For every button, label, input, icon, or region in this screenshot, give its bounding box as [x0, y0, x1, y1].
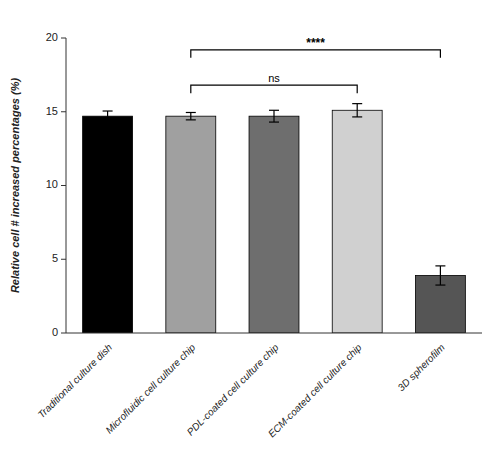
chart: 0 5 10 15 20 Traditional culture dishMicroflu… [0, 0, 500, 475]
error-bar [435, 266, 445, 285]
error-cap [352, 116, 362, 117]
error-cap [269, 110, 279, 111]
y-tick [61, 111, 66, 112]
error-line [357, 104, 358, 117]
x-tick-label: ECM-coated cell culture chip [266, 341, 364, 439]
y-tick-label: 15 [46, 105, 58, 117]
error-line [190, 112, 191, 119]
error-cap [269, 121, 279, 122]
bar [83, 116, 133, 333]
bar [166, 116, 216, 333]
error-line [440, 266, 441, 285]
error-line [273, 110, 274, 122]
x-tick-label: PDL-coated cell culture chip [185, 341, 281, 437]
bar [332, 110, 382, 333]
x-tick-label: 3D spherofilm [395, 342, 446, 393]
y-tick-label: 5 [52, 252, 58, 264]
significance-label: **** [306, 36, 325, 50]
error-bar [103, 111, 113, 121]
bar [249, 116, 299, 333]
y-tick-label: 10 [46, 178, 58, 190]
x-tick-label: Microfluidic cell culture chip [103, 341, 197, 435]
error-cap [435, 265, 445, 266]
y-tick [61, 38, 66, 39]
error-cap [103, 110, 113, 111]
error-cap [352, 103, 362, 104]
y-tick [61, 333, 66, 334]
bars [83, 104, 466, 333]
y-tick [61, 185, 66, 186]
error-cap [186, 119, 196, 120]
error-bar [269, 110, 279, 122]
error-line [107, 111, 108, 121]
y-tick [61, 259, 66, 260]
y-tick-label: 0 [52, 326, 58, 338]
error-cap [435, 284, 445, 285]
error-bar [186, 112, 196, 119]
x-axis-line [66, 333, 482, 334]
error-bar [352, 104, 362, 117]
significance-bracket [191, 50, 441, 58]
y-tick-label: 20 [46, 31, 58, 43]
error-cap [186, 112, 196, 113]
x-tick-label: Traditional culture dish [36, 341, 115, 420]
chart-container: 0 5 10 15 20 Traditional culture dishMicroflu… [0, 0, 500, 475]
significance-bracket [191, 85, 357, 93]
significance-label: ns [268, 72, 280, 84]
error-cap [103, 121, 113, 122]
y-axis-label: Relative cell # increased percentages (%… [9, 78, 21, 294]
